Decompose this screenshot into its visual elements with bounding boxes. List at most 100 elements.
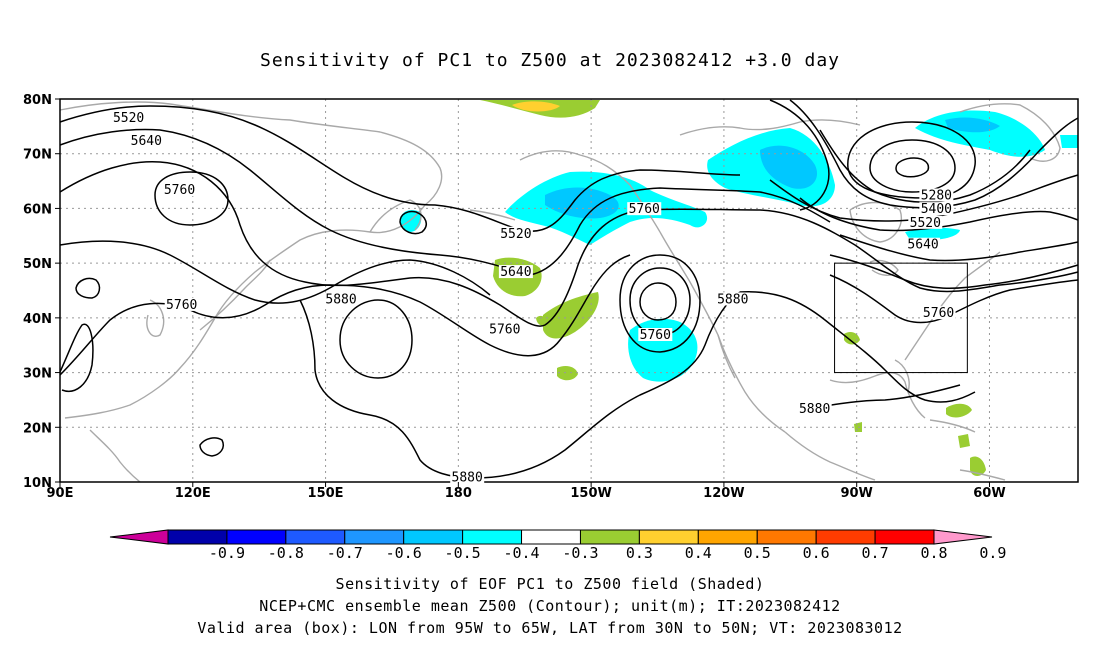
- shade-positive-caribbean-3: [970, 456, 986, 476]
- coast-east-coast: [904, 251, 1001, 361]
- colorbar-swatch: [756, 529, 817, 545]
- contour-label-bg: [797, 401, 832, 415]
- valid-area-box: [834, 262, 968, 374]
- lat-tick-label: 20N: [23, 421, 52, 436]
- contour-label-bg: [487, 322, 522, 336]
- latitude-labels: 80N 70N 60N 50N 40N 30N 20N 10N: [23, 93, 52, 491]
- lon-tick-label: 180: [445, 486, 472, 501]
- contour-label: 5520: [113, 111, 144, 126]
- contour-label-bg: [498, 265, 533, 279]
- coast-hudson-bay: [849, 201, 902, 243]
- colorbar-swatch: [167, 529, 228, 545]
- contour-label: 5280: [921, 188, 952, 203]
- contour-label: 5520: [500, 227, 531, 242]
- contour-layer: [59, 99, 1079, 479]
- colorbar-max-arrow: [933, 529, 993, 545]
- lon-tick-label: 60W: [973, 486, 1005, 501]
- coast-south-america: [959, 469, 1006, 481]
- contour-label-bg: [638, 328, 673, 342]
- colorbar-label: 0.9: [979, 544, 1006, 562]
- contour-label-bg: [498, 226, 533, 240]
- shade-negative-labrador: [905, 227, 960, 241]
- caption-contour: NCEP+CMC ensemble mean Z500 (Contour); u…: [259, 597, 841, 615]
- shade-positive-arctic-ocean: [390, 100, 600, 118]
- lat-tick-label: 40N: [23, 312, 52, 327]
- contour-label-bg: [111, 110, 146, 124]
- contour-label-bg: [162, 183, 197, 197]
- colorbar-label: -0.9: [209, 544, 245, 562]
- coast-baja: [717, 334, 736, 379]
- lat-tick-label: 80N: [23, 93, 52, 108]
- coast-siberia: [59, 101, 443, 206]
- contour-label: 5880: [452, 470, 483, 485]
- sensitivity-map: 5520 5640 5760 5760 5880 5520 5640 5760 5760 5760…: [23, 93, 1079, 562]
- caption-valid-area: Valid area (box): LON from 95W to 65W, L…: [197, 619, 903, 637]
- shade-negative-arctic-core: [945, 117, 1000, 133]
- colorbar-label: 0.6: [803, 544, 830, 562]
- shade-positive-subtropical-pacific: [543, 292, 599, 339]
- contour-label-bg: [908, 215, 943, 229]
- caption-shaded: Sensitivity of EOF PC1 to Z500 field (Sh…: [335, 575, 765, 593]
- contour-5280-core: [895, 157, 930, 178]
- colorbar-swatch: [638, 529, 699, 545]
- shade-positive-caribbean: [946, 403, 972, 418]
- coast-gulf-mexico: [829, 371, 926, 419]
- coast-central-america: [784, 431, 876, 481]
- contour-label: 5760: [166, 298, 197, 313]
- contour-5640-east: [799, 197, 1079, 232]
- shade-negative-greenland: [1060, 135, 1078, 148]
- contour-labels: 5520 5640 5760 5760 5880 5520 5640 5760 5760 5760…: [111, 110, 956, 485]
- lat-tick-label: 60N: [23, 202, 52, 217]
- shade-positive-hawaii: [557, 366, 578, 381]
- lat-tick-label: 50N: [23, 257, 52, 272]
- contour-label: 5640: [907, 238, 938, 253]
- contour-arctic-loop: [769, 99, 830, 211]
- shade-positive-pacific-spot: [536, 315, 547, 326]
- colorbar-label: -0.3: [562, 544, 598, 562]
- contour-label-bg: [921, 306, 956, 320]
- lon-tick-label: 120W: [703, 486, 744, 501]
- contour-label-bg: [129, 133, 164, 147]
- lon-tick-label: 150W: [570, 486, 611, 501]
- coast-greenland: [959, 103, 1061, 162]
- shade-positive-caribbean-2: [958, 434, 970, 448]
- coast-east-asia: [64, 204, 426, 419]
- coast-canada-arctic: [679, 119, 861, 136]
- coast-korea: [146, 299, 165, 337]
- colorbar-label: 0.8: [920, 544, 947, 562]
- contour-label-bg: [324, 292, 359, 306]
- contour-5760-lower: [59, 240, 491, 304]
- colorbar-label: -0.7: [327, 544, 363, 562]
- colorbar-label: 0.7: [862, 544, 889, 562]
- captions: Sensitivity of EOF PC1 to Z500 field (Sh…: [0, 573, 1100, 639]
- colorbar-min-arrow: [109, 529, 169, 545]
- lat-tick-label: 30N: [23, 367, 52, 382]
- contour-5640-low-core: [639, 282, 677, 321]
- coast-great-lakes: [869, 259, 899, 276]
- colorbar-swatch: [874, 529, 935, 545]
- shade-positive-gulf-states: [844, 332, 860, 345]
- contour-label: 5760: [923, 306, 954, 321]
- colorbar-label: -0.5: [445, 544, 481, 562]
- colorbar-swatch: [697, 529, 758, 545]
- colorbar-label: -0.8: [268, 544, 304, 562]
- contour-label: 5640: [500, 265, 531, 280]
- colorbar-label: -0.4: [503, 544, 539, 562]
- colorbar: -0.9 -0.8 -0.7 -0.6 -0.5 -0.4 -0.3 0.3 0.4 0.5 0.6…: [109, 529, 1006, 562]
- shade-positive-arctic-core: [512, 101, 560, 112]
- contour-kamchatka-low: [399, 210, 427, 235]
- contour-5880-south: [299, 291, 741, 479]
- contour-5880-west: [59, 254, 631, 376]
- colorbar-swatch: [579, 529, 640, 545]
- lon-tick-label: 90W: [840, 486, 872, 501]
- colorbar-swatch: [344, 529, 405, 545]
- contour-kazakh-small: [75, 277, 101, 299]
- contour-south-china-high: [199, 437, 224, 457]
- contour-label: 5760: [164, 183, 195, 198]
- contour-label: 5760: [489, 323, 520, 338]
- colorbar-label: 0.5: [744, 544, 771, 562]
- coast-philippines: [89, 429, 141, 483]
- colorbar-swatch: [815, 529, 876, 545]
- contour-5880-asia-west: [59, 323, 94, 392]
- map-frame: [59, 98, 1079, 483]
